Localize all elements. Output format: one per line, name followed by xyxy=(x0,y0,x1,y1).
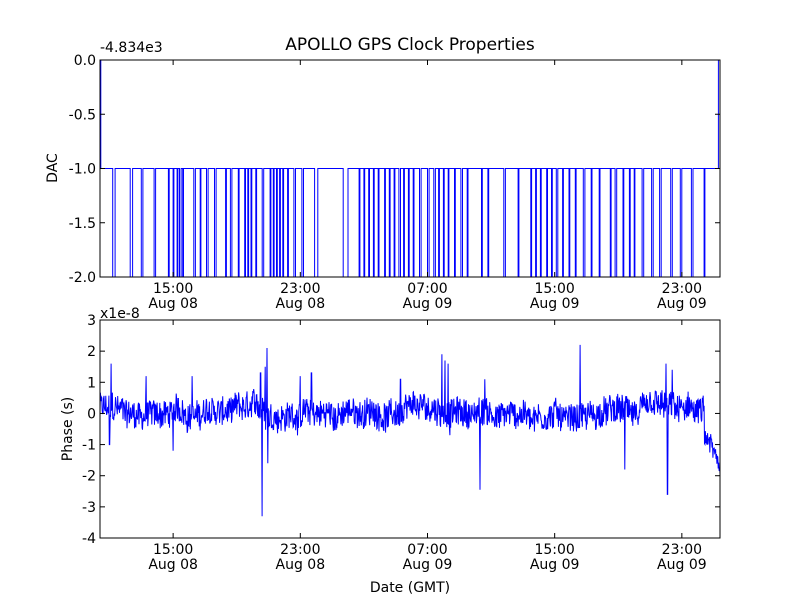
phase-offset-label: x1e-8 xyxy=(100,306,140,322)
dac-xtick-date-label: Aug 09 xyxy=(657,296,707,312)
phase-xtick-date-label: Aug 09 xyxy=(657,557,707,573)
dac-ytick-label: -1.5 xyxy=(69,216,96,232)
phase-xtick-date-label: Aug 09 xyxy=(403,557,453,573)
dac-xtick-time-label: 07:00 xyxy=(407,281,447,297)
dac-series xyxy=(100,59,720,278)
dac-xtick-time-label: 15:00 xyxy=(534,281,574,297)
dac-offset-label: -4.834e3 xyxy=(100,40,163,56)
phase-y-axis-label: Phase (s) xyxy=(60,397,76,461)
dac-y-axis-label: DAC xyxy=(45,153,61,183)
dac-xtick-time-label: 23:00 xyxy=(280,281,320,297)
phase-xtick-date-label: Aug 09 xyxy=(530,557,580,573)
dac-xtick-date-label: Aug 08 xyxy=(148,296,198,312)
phase-ytick-label: 3 xyxy=(87,313,96,329)
phase-ytick-label: 2 xyxy=(87,344,96,360)
x-axis-label: Date (GMT) xyxy=(370,580,450,596)
phase-xtick-time-label: 15:00 xyxy=(534,542,574,558)
phase-xtick-time-label: 07:00 xyxy=(407,542,447,558)
dac-ytick-label: -2.0 xyxy=(69,270,96,286)
phase-series xyxy=(99,344,721,517)
dac-line xyxy=(100,59,720,278)
phase-ytick-label: -4 xyxy=(82,531,96,547)
dac-xtick-time-label: 15:00 xyxy=(153,281,193,297)
phase-ytick-label: -3 xyxy=(82,500,96,516)
phase-ytick-label: -1 xyxy=(82,438,96,454)
phase-ytick-label: 0 xyxy=(87,406,96,422)
phase-ytick-label: 1 xyxy=(87,375,96,391)
phase-ytick-label: -2 xyxy=(82,469,96,485)
phase-xtick-time-label: 23:00 xyxy=(662,542,702,558)
dac-ytick-label: 0.0 xyxy=(74,53,96,69)
phase-xtick-date-label: Aug 08 xyxy=(148,557,198,573)
dac-xtick-date-label: Aug 08 xyxy=(276,296,326,312)
dac-panel: -4.834e3 DAC 0.0-0.5-1.0-1.5-2.015:00Aug… xyxy=(45,40,721,312)
dac-ytick-label: -0.5 xyxy=(69,107,96,123)
dac-xtick-date-label: Aug 09 xyxy=(403,296,453,312)
phase-xtick-time-label: 23:00 xyxy=(280,542,320,558)
phase-line xyxy=(99,344,721,517)
phase-axes-frame xyxy=(99,319,721,539)
phase-xtick-time-label: 15:00 xyxy=(153,542,193,558)
phase-xtick-date-label: Aug 08 xyxy=(276,557,326,573)
dac-ytick-label: -1.0 xyxy=(69,162,96,178)
chart-title: APOLLO GPS Clock Properties xyxy=(285,35,535,55)
dac-xtick-time-label: 23:00 xyxy=(662,281,702,297)
dac-xtick-date-label: Aug 09 xyxy=(530,296,580,312)
